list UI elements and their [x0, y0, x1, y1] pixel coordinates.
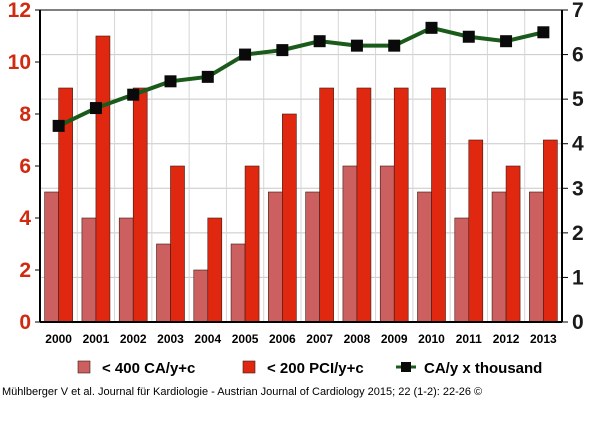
bar-ca-2011 — [454, 217, 470, 323]
x-tick-label: 2011 — [456, 332, 482, 346]
bar-pci-2009 — [393, 87, 409, 323]
right-tick-label: 6 — [572, 44, 584, 67]
line-point-2008 — [350, 39, 363, 52]
x-tick-label: 2005 — [232, 332, 259, 346]
left-tick-label: 2 — [19, 259, 31, 282]
left-tick-label: 4 — [19, 207, 31, 230]
line-point-2012 — [500, 35, 513, 48]
bar-ca-2012 — [491, 191, 507, 323]
legend-swatch — [77, 360, 91, 374]
line-point-2011 — [462, 30, 475, 43]
legend-label: < 200 PCI/y+c — [267, 360, 364, 377]
line-point-2013 — [537, 26, 550, 39]
x-tick-label: 2000 — [45, 332, 72, 346]
bar-ca-2007 — [305, 191, 320, 323]
line-point-2004 — [201, 70, 214, 83]
left-tick-label: 10 — [8, 51, 31, 74]
x-tick-label: 2008 — [344, 332, 371, 346]
right-tick-label: 2 — [572, 222, 584, 245]
bar-ca-2006 — [268, 191, 283, 323]
right-tick-label: 3 — [572, 177, 584, 200]
x-axis-ticks: 2000 2001 2002 2003 2004 2005 2006 2007 2008 2009… — [45, 332, 557, 346]
legend-swatch — [242, 360, 256, 374]
bar-pci-2002 — [132, 87, 148, 323]
x-tick-label: 2002 — [120, 332, 147, 346]
legend: < 400 CA/y+c < 200 PCI/y+c CA/y x thousand — [77, 360, 542, 377]
citation: Mühlberger V et al. Journal für Kardiolo… — [2, 386, 483, 398]
x-tick-label: 2012 — [493, 332, 520, 346]
x-tick-label: 2013 — [530, 332, 557, 346]
bar-pci-2013 — [543, 139, 558, 323]
bar-ca-2004 — [193, 269, 209, 323]
x-tick-label: 2007 — [306, 332, 333, 346]
bar-ca-2009 — [379, 165, 395, 323]
bar-ca-2000 — [44, 191, 59, 323]
bar-pci-2007 — [319, 87, 334, 323]
bar-pci-2008 — [356, 87, 372, 323]
legend-label: < 400 CA/y+c — [102, 360, 195, 377]
line-series — [52, 21, 550, 132]
line-point-2002 — [127, 88, 140, 101]
line-ca-thousand — [57, 25, 544, 128]
right-tick-label: 4 — [572, 133, 584, 156]
right-y-axis-ticks: 0 1 2 3 4 5 6 7 — [562, 0, 584, 334]
bar-ca-2001 — [81, 217, 97, 323]
left-tick-label: 0 — [19, 311, 31, 334]
x-tick-label: 2003 — [157, 332, 184, 346]
x-tick-label: 2004 — [194, 332, 221, 346]
gridlines — [40, 9, 562, 322]
right-tick-label: 1 — [572, 266, 584, 289]
bar-ca-2002 — [118, 217, 134, 323]
bar-pci-2004 — [207, 217, 223, 323]
x-tick-label: 2001 — [83, 332, 110, 346]
right-tick-label: 5 — [572, 88, 584, 111]
right-tick-label: 0 — [572, 311, 584, 334]
left-tick-label: 12 — [8, 0, 31, 22]
bar-pci-2005 — [244, 165, 260, 323]
x-tick-label: 2010 — [418, 332, 445, 346]
bar-pci-2012 — [505, 165, 521, 323]
left-tick-label: 8 — [19, 103, 31, 126]
line-point-2001 — [89, 102, 102, 115]
left-tick-label: 6 — [19, 155, 31, 178]
line-point-2000 — [52, 119, 65, 132]
bar-pci-2006 — [282, 113, 297, 323]
line-point-2007 — [313, 35, 326, 48]
x-tick-label: 2009 — [381, 332, 408, 346]
bar-ca-2003 — [156, 243, 171, 323]
legend-label: CA/y x thousand — [424, 360, 542, 377]
bar-ca-2008 — [342, 165, 358, 323]
line-point-2003 — [164, 75, 177, 88]
line-point-2010 — [425, 21, 438, 34]
legend-marker — [401, 362, 411, 372]
line-point-2005 — [239, 48, 252, 61]
bar-pci-2001 — [95, 35, 111, 323]
line-point-2009 — [388, 39, 401, 52]
bar-ca-2005 — [230, 243, 246, 323]
bar-pci-2003 — [170, 165, 185, 323]
bar-pci-2011 — [468, 139, 484, 323]
bar-pci-2010 — [431, 87, 446, 323]
left-y-axis-ticks: 0 2 4 6 8 10 12 — [8, 0, 40, 334]
bar-ca-2013 — [529, 191, 544, 323]
right-tick-label: 7 — [572, 0, 584, 22]
x-tick-label: 2006 — [269, 332, 296, 346]
bar-ca-2010 — [417, 191, 432, 323]
line-point-2006 — [276, 44, 289, 57]
